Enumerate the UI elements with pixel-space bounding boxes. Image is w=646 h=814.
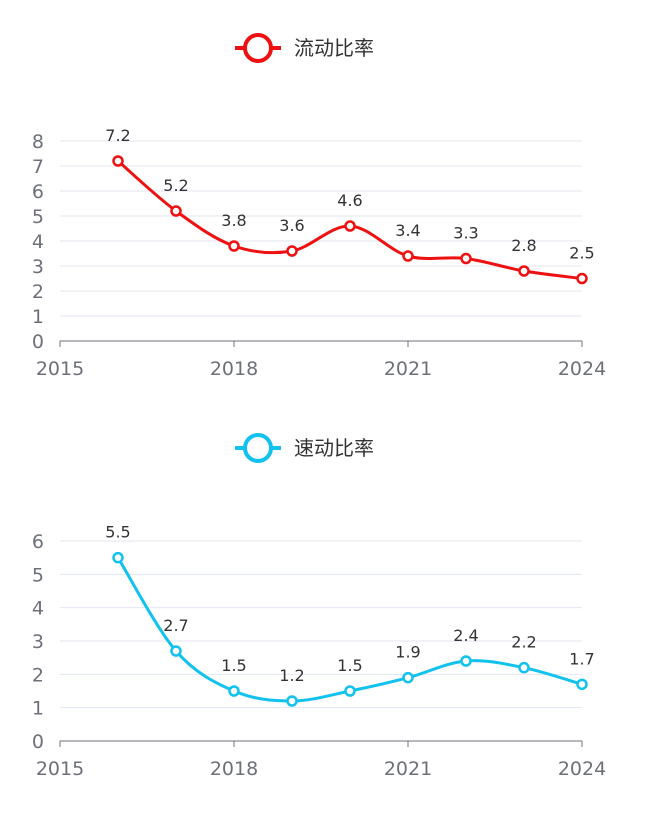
legend-marker-icon: [243, 33, 273, 63]
grid: [60, 140, 582, 317]
y-tick-label: 2: [32, 281, 44, 303]
y-tick-label: 3: [32, 631, 44, 653]
y-tick-label: 1: [32, 306, 44, 328]
y-tick-label: 5: [32, 564, 44, 586]
data-point: [112, 551, 124, 564]
data-point: [286, 245, 298, 257]
y-tick-label: 7: [32, 156, 44, 178]
data-point: [460, 655, 472, 667]
data-label: 2.4: [453, 626, 478, 645]
legend-label: 速动比率: [294, 436, 374, 460]
data-label: 4.6: [337, 191, 362, 210]
legend: 流动比率: [235, 33, 374, 63]
data-label: 1.2: [279, 666, 304, 685]
data-point: [286, 695, 298, 707]
legend: 速动比率: [235, 433, 374, 463]
y-tick-label: 0: [32, 731, 44, 753]
data-point: [402, 671, 414, 684]
y-tick-label: 0: [32, 331, 44, 353]
current-ratio-chart: 流动比率 0 1 2 3 4 5 6 7 8 2015 2018 2021 2024 7.2 5.2 3.8 3.…: [32, 33, 606, 380]
data-point: [344, 685, 356, 697]
data-label: 1.5: [337, 656, 362, 675]
data-label: 2.2: [511, 633, 536, 652]
y-tick-label: 1: [32, 698, 44, 720]
data-label: 2.8: [511, 236, 536, 255]
y-tick-label: 6: [32, 531, 44, 553]
y-tick-label: 4: [32, 231, 44, 253]
legend-label: 流动比率: [294, 36, 374, 60]
data-label: 1.7: [569, 649, 594, 668]
data-point: [344, 220, 356, 232]
x-tick-label: 2021: [384, 358, 432, 380]
x-tick-label: 2015: [36, 358, 84, 380]
data-label: 1.9: [395, 643, 420, 662]
data-label: 2.7: [163, 616, 188, 635]
y-tick-label: 5: [32, 206, 44, 228]
data-point: [576, 678, 588, 691]
x-tick-label: 2024: [558, 758, 606, 780]
data-label: 5.5: [105, 523, 130, 542]
x-tick-label: 2018: [210, 358, 258, 380]
data-label: 3.6: [279, 216, 304, 235]
x-tick-label: 2021: [384, 758, 432, 780]
data-label: 1.5: [221, 656, 246, 675]
data-point: [228, 685, 240, 697]
data-label: 3.3: [453, 224, 478, 243]
legend-marker-icon: [243, 433, 273, 463]
data-label: 3.8: [221, 211, 246, 230]
y-tick-label: 3: [32, 256, 44, 278]
y-tick-label: 8: [32, 131, 44, 153]
x-tick-label: 2018: [210, 758, 258, 780]
data-point: [576, 272, 588, 285]
data-point: [460, 252, 472, 265]
y-tick-label: 4: [32, 598, 44, 620]
y-tick-label: 2: [32, 664, 44, 686]
data-point: [170, 645, 182, 657]
y-tick-label: 6: [32, 181, 44, 203]
data-point: [518, 265, 530, 277]
data-label: 5.2: [163, 176, 188, 195]
data-point: [402, 250, 414, 262]
data-point: [518, 661, 530, 674]
x-tick-label: 2024: [558, 358, 606, 380]
data-label: 7.2: [105, 126, 130, 145]
data-point: [170, 205, 182, 217]
data-point: [112, 155, 124, 167]
grid: [60, 540, 582, 709]
quick-ratio-chart: 速动比率 0 1 2 3 4 5 6 2015 2018 2021 2024 5.5 2.7 1.5 1.2 1…: [32, 433, 606, 780]
data-label: 2.5: [569, 244, 594, 263]
data-label: 3.4: [395, 221, 420, 240]
data-point: [228, 240, 240, 252]
x-tick-label: 2015: [36, 758, 84, 780]
